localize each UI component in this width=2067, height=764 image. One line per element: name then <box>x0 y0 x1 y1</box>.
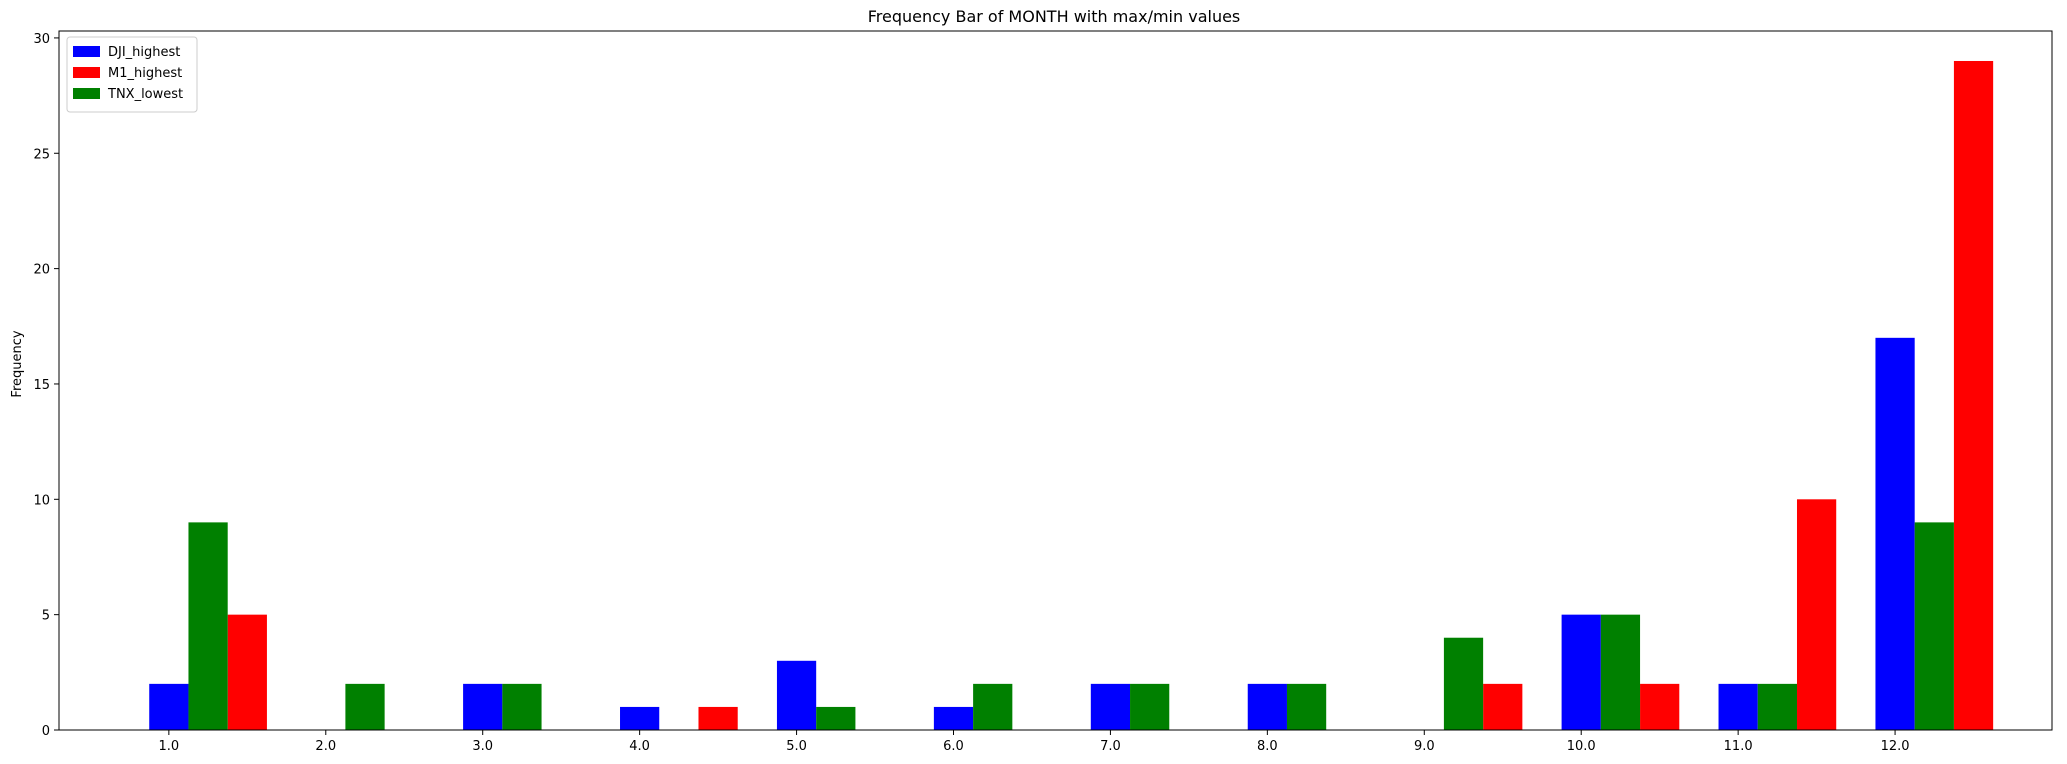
legend: DJI_highest M1_highest TNX_lowest <box>66 36 198 113</box>
bar-dji-highest-6 <box>933 706 974 730</box>
bar-tnx-lowest-12 <box>1914 522 1954 730</box>
x-tick-label: 7.0 <box>1100 739 1121 754</box>
bar-m1-highest-4 <box>698 706 738 730</box>
legend-label-tnx-lowest: TNX_lowest <box>107 87 183 102</box>
x-tick-label: 3.0 <box>472 739 493 754</box>
y-tick-label: 10 <box>33 493 50 508</box>
bar-tnx-lowest-2 <box>345 683 385 730</box>
bar-m1-highest-12 <box>1953 60 1994 730</box>
bar-dji-highest-10 <box>1561 614 1601 730</box>
bar-tnx-lowest-6 <box>973 683 1013 730</box>
bar-m1-highest-10 <box>1640 683 1680 730</box>
x-tick-label: 8.0 <box>1257 739 1278 754</box>
bar-m1-highest-11 <box>1796 499 1837 730</box>
bar-dji-highest-12 <box>1875 337 1915 730</box>
bar-tnx-lowest-7 <box>1130 683 1170 730</box>
y-tick-label: 5 <box>42 609 50 624</box>
y-tick-label: 15 <box>33 378 50 393</box>
x-tick-label: 1.0 <box>159 739 180 754</box>
x-tick-label: 2.0 <box>315 739 336 754</box>
bar-dji-highest-8 <box>1247 683 1287 730</box>
x-tick-label: 10.0 <box>1567 739 1596 754</box>
bar-tnx-lowest-10 <box>1600 614 1641 730</box>
bar-m1-highest-9 <box>1483 683 1523 730</box>
bar-tnx-lowest-9 <box>1443 637 1484 730</box>
x-tick-label: 12.0 <box>1881 739 1910 754</box>
x-axis: 1.0 2.0 3.0 4.0 5.0 6.0 7.0 8.0 9.0 10.0 11.0 12.0 <box>159 730 1910 754</box>
legend-label-dji-highest: DJI_highest <box>108 45 180 60</box>
bar-dji-highest-1 <box>149 683 189 730</box>
x-tick-label: 11.0 <box>1724 739 1753 754</box>
legend-swatch-dji-highest <box>73 46 100 57</box>
bar-dji-highest-7 <box>1090 683 1131 730</box>
legend-swatch-tnx-lowest <box>73 88 100 99</box>
plot-frame <box>58 30 2053 731</box>
x-tick-label: 9.0 <box>1414 739 1435 754</box>
x-tick-label: 6.0 <box>943 739 964 754</box>
y-tick-label: 25 <box>33 147 50 162</box>
y-tick-label: 0 <box>42 724 50 739</box>
bar-tnx-lowest-5 <box>816 706 856 730</box>
bar-tnx-lowest-1 <box>188 522 228 730</box>
bar-m1-highest-1 <box>227 614 267 730</box>
legend-label-m1-highest: M1_highest <box>108 66 182 81</box>
bar-dji-highest-5 <box>776 660 817 730</box>
chart-title: Frequency Bar of MONTH with max/min valu… <box>868 7 1241 26</box>
bars-layer <box>149 60 1994 730</box>
bar-tnx-lowest-8 <box>1286 683 1327 730</box>
y-tick-label: 20 <box>33 263 50 278</box>
bar-dji-highest-4 <box>620 706 660 730</box>
bar-dji-highest-3 <box>463 683 503 730</box>
y-axis: 0 5 10 15 20 25 30 <box>33 32 59 739</box>
bar-dji-highest-11 <box>1718 683 1758 730</box>
x-tick-label: 4.0 <box>629 739 650 754</box>
bar-tnx-lowest-11 <box>1757 683 1797 730</box>
x-tick-label: 5.0 <box>786 739 807 754</box>
y-axis-label: Frequency <box>10 330 25 397</box>
legend-swatch-m1-highest <box>73 67 100 78</box>
y-tick-label: 30 <box>33 32 50 47</box>
bar-tnx-lowest-3 <box>502 683 542 730</box>
